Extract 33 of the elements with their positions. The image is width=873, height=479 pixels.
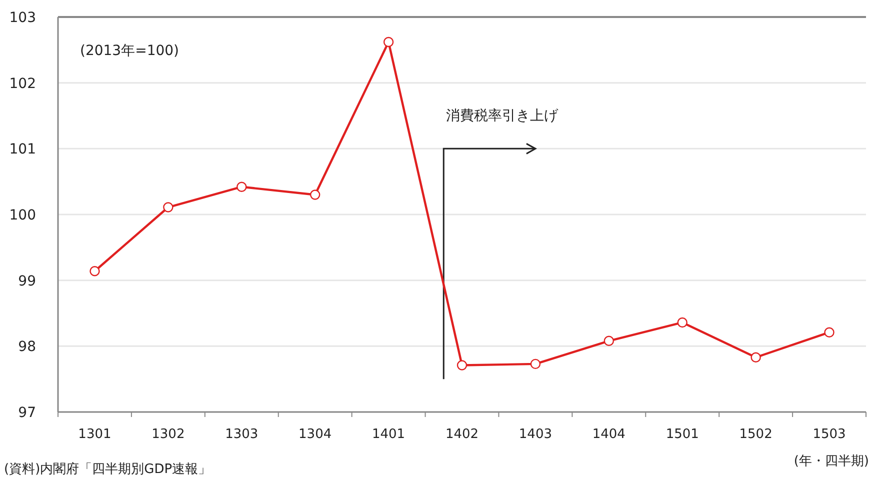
x-tick-label: 1404 — [592, 427, 626, 442]
x-tick-label: 1303 — [225, 427, 258, 442]
point — [163, 202, 174, 212]
point — [90, 266, 100, 276]
y-tick-label: 102 — [9, 76, 36, 92]
x-axis-title: (年・四半期) — [794, 454, 869, 469]
point — [824, 327, 834, 338]
x-tick-label: 1302 — [152, 427, 185, 442]
x-tick-label: 1402 — [445, 427, 479, 442]
y-tick-label: 100 — [9, 208, 36, 224]
point — [456, 360, 468, 370]
point — [750, 352, 761, 362]
point — [604, 336, 614, 346]
y-tick-label: 97 — [18, 405, 36, 421]
x-tick-label: 1503 — [812, 427, 846, 442]
point — [530, 358, 541, 370]
x-tick-label: 1502 — [739, 427, 772, 442]
annotation: (2013年=100) — [80, 43, 180, 59]
point — [383, 36, 394, 48]
x-tick-label: 1501 — [666, 427, 699, 442]
y-tick-label: 98 — [18, 339, 36, 356]
point — [236, 182, 247, 192]
x-tick-label: 1401 — [372, 427, 406, 442]
text: (資料)内閣府「四半期別GDP速報」 — [4, 461, 212, 477]
point — [310, 190, 320, 200]
x-tick-label: 1304 — [298, 427, 332, 442]
x-tick-label: 1301 — [78, 427, 112, 442]
annotation: 消費税率引き上げ — [446, 108, 559, 124]
y-tick-label: 99 — [18, 273, 36, 290]
point — [677, 317, 688, 328]
y-tick-label: 103 — [9, 10, 36, 26]
y-tick-label: 101 — [9, 142, 36, 158]
x-tick-label: 1403 — [518, 427, 552, 442]
